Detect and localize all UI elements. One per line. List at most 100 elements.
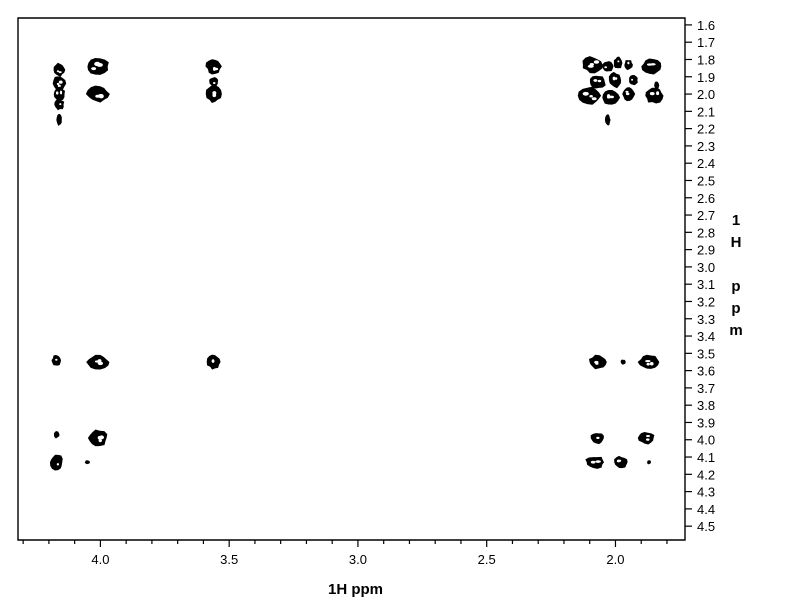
- contour-peak: [54, 99, 65, 111]
- y-axis-title-char: H: [731, 234, 742, 251]
- contour-peak: [624, 60, 633, 71]
- contour-peak: [614, 455, 628, 469]
- y-tick-label: 4.2: [697, 467, 715, 482]
- peak-outer-contour: [624, 60, 633, 71]
- peak-inner-contour: [649, 361, 654, 366]
- peak-inner-contour: [615, 77, 618, 80]
- peak-inner-contour: [58, 71, 62, 74]
- peak-inner-contour: [604, 66, 608, 69]
- peak-inner-contour: [58, 80, 63, 84]
- peak-inner-contour: [649, 91, 655, 96]
- x-tick-label: 3.0: [349, 552, 367, 567]
- peak-inner-contour: [589, 94, 593, 98]
- peak-inner-contour: [56, 70, 60, 73]
- x-tick-label: 2.0: [606, 552, 624, 567]
- x-axis-tick-labels: 4.0 3.5 3.0 2.5 2.0: [91, 552, 624, 567]
- contour-peak: [51, 354, 62, 366]
- peak-outer-contour: [589, 75, 606, 89]
- peak-inner-contour: [97, 435, 102, 440]
- peak-inner-contour: [645, 360, 651, 363]
- peak-outer-contour: [577, 86, 602, 105]
- contour-peak: [629, 75, 638, 86]
- contour-peak: [589, 75, 606, 89]
- y-tick-label: 2.8: [697, 225, 715, 240]
- y-tick-label: 4.4: [697, 502, 715, 517]
- contour-peak: [641, 58, 662, 75]
- plot-border: [17, 17, 686, 541]
- contour-peak: [52, 76, 67, 93]
- y-tick-label: 2.5: [697, 173, 715, 188]
- y-tick-label: 2.3: [697, 139, 715, 154]
- y-tick-label: 1.6: [697, 18, 715, 33]
- peak-inner-contour: [98, 94, 104, 99]
- y-tick-label: 3.3: [697, 312, 715, 327]
- contour-peak: [620, 359, 626, 365]
- y-tick-label: 3.9: [697, 415, 715, 430]
- peak-inner-contour: [587, 64, 594, 68]
- peak-inner-contour: [617, 60, 620, 63]
- contour-peak: [206, 354, 221, 370]
- peak-outer-contour: [647, 460, 651, 465]
- peak-outer-contour: [84, 460, 90, 465]
- y-tick-label: 2.6: [697, 191, 715, 206]
- contour-peak: [582, 56, 603, 74]
- y-tick-label: 3.0: [697, 260, 715, 275]
- peak-outer-contour: [52, 76, 67, 93]
- plot-frame: [17, 17, 686, 541]
- peak-outer-contour: [629, 75, 638, 86]
- peak-outer-contour: [637, 431, 655, 445]
- peak-outer-contour: [49, 454, 63, 471]
- contour-peak: [577, 86, 602, 105]
- peak-inner-contour: [55, 91, 59, 95]
- peak-inner-contour: [612, 76, 616, 81]
- peak-inner-contour: [582, 91, 589, 96]
- peak-inner-contour: [56, 462, 60, 466]
- contour-peak: [209, 77, 219, 87]
- y-tick-label: 4.1: [697, 450, 715, 465]
- peak-outer-contour: [53, 62, 66, 77]
- y-tick-label: 3.5: [697, 346, 715, 361]
- y-tick-label: 2.2: [697, 122, 715, 137]
- y-axis-ticks: [685, 24, 692, 527]
- x-axis-title: 1H ppm: [328, 581, 383, 598]
- contour-peak: [85, 85, 110, 103]
- contour-peak: [53, 431, 60, 439]
- peak-inner-contour: [595, 362, 599, 365]
- peak-inner-contour: [96, 62, 103, 67]
- contour-peak: [205, 59, 222, 75]
- y-tick-label: 3.1: [697, 277, 715, 292]
- peak-inner-contour: [590, 460, 596, 464]
- y-tick-label: 1.8: [697, 52, 715, 67]
- peak-outer-contour: [85, 85, 110, 103]
- contour-peak: [590, 433, 604, 445]
- contour-peak: [604, 114, 611, 126]
- contour-peak: [645, 87, 664, 104]
- peak-inner-contour: [616, 459, 621, 463]
- peak-inner-contour: [59, 103, 62, 106]
- contour-peak: [86, 354, 110, 370]
- y-tick-label: 3.6: [697, 364, 715, 379]
- contour-peak: [637, 354, 660, 369]
- contour-peak: [87, 57, 109, 75]
- peak-inner-contour: [596, 436, 600, 440]
- y-axis-title-char: p: [731, 278, 740, 295]
- y-axis-title-char: m: [729, 322, 742, 339]
- peak-outer-contour: [87, 429, 108, 447]
- contour-peak: [608, 71, 622, 89]
- peak-inner-contour: [595, 460, 601, 463]
- peak-inner-contour: [646, 438, 650, 441]
- y-tick-label: 4.5: [697, 519, 715, 534]
- peak-outer-contour: [613, 56, 623, 69]
- peak-outer-contour: [53, 86, 65, 101]
- peak-outer-contour: [620, 359, 626, 365]
- y-tick-label: 2.1: [697, 104, 715, 119]
- peak-outer-contour: [654, 81, 660, 90]
- peak-outer-contour: [56, 114, 62, 126]
- contour-peak: [56, 114, 62, 126]
- x-axis-title-text: 1H ppm: [328, 581, 383, 598]
- peak-outer-contour: [54, 99, 65, 111]
- peak-outer-contour: [53, 431, 60, 439]
- y-tick-label: 3.2: [697, 294, 715, 309]
